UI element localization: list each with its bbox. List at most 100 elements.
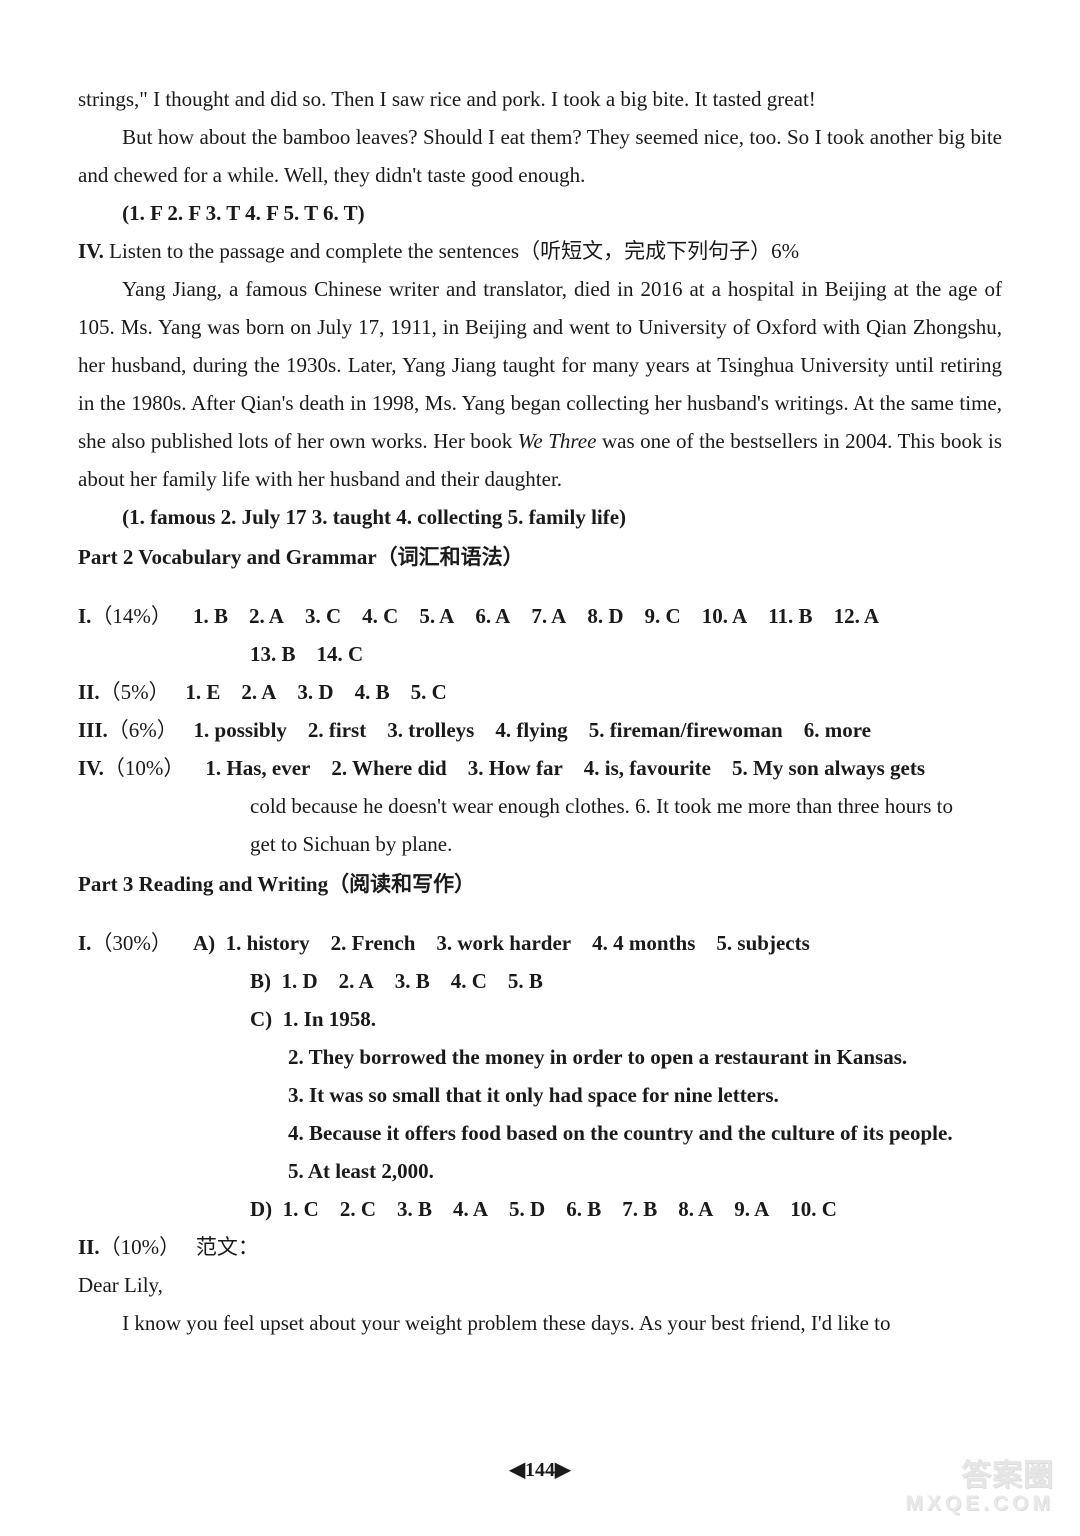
ans: 5. B (508, 969, 543, 993)
ans: 2. C (340, 1197, 376, 1221)
letter-greeting: Dear Lily, (78, 1266, 1002, 1304)
ans: 1. C (283, 1197, 319, 1221)
part3-i-c-row3: 3. It was so small that it only had spac… (78, 1076, 1002, 1114)
part2-iv-row3: get to Sichuan by plane. (78, 825, 1002, 863)
ans: 11. B (768, 604, 812, 628)
part3-i-d-row: D) 1. C 2. C 3. B 4. A 5. D 6. B 7. B 8.… (78, 1190, 1002, 1228)
ans: 5. My son always gets (732, 756, 925, 780)
sentence-continuation: get to Sichuan by plane. (250, 832, 452, 856)
ans: 1. possibly (194, 718, 287, 742)
ans: 4. C (362, 604, 398, 628)
ans: 1. D (282, 969, 318, 993)
ans: 5. fireman/firewoman (589, 718, 783, 742)
ans: 2. French (331, 931, 416, 955)
part2-iii-row: III.（6%） 1. possibly 2. first 3. trolley… (78, 711, 1002, 749)
paragraph: But how about the bamboo leaves? Should … (78, 118, 1002, 194)
page-number: 144 (525, 1459, 555, 1481)
ans: 3. How far (468, 756, 563, 780)
ans: 4. 4 months (592, 931, 695, 955)
answer-key-line: (1. F 2. F 3. T 4. F 5. T 6. T) (78, 194, 1002, 232)
part3-i-c-row4: 4. Because it offers food based on the c… (78, 1114, 1002, 1152)
roman-label: II. (78, 1235, 100, 1259)
roman-label: I. (78, 604, 91, 628)
book-title-italic: We Three (518, 429, 597, 453)
part3-ii-row: II.（10%） 范文： (78, 1228, 1002, 1266)
ans: 5. At least 2,000. (288, 1159, 434, 1183)
ans: 4. B (355, 680, 390, 704)
ans: 3. trolleys (387, 718, 474, 742)
percent-label: （30%） (91, 931, 172, 955)
ans: 1. Has, ever (205, 756, 310, 780)
part2-iv-row2: cold because he doesn't wear enough clot… (78, 787, 1002, 825)
ans: 5. subjects (716, 931, 809, 955)
ans: 2. They borrowed the money in order to o… (288, 1045, 907, 1069)
percent-label: （10%） (104, 756, 185, 780)
watermark-line2: MXQE.COM (905, 1490, 1054, 1518)
document-page: strings," I thought and did so. Then I s… (0, 0, 1080, 1536)
ans: 5. C (411, 680, 447, 704)
ans: 10. A (702, 604, 748, 628)
watermark-line1: 答案圈 (905, 1462, 1054, 1490)
roman-label: II. (78, 680, 100, 704)
ans: 1. history (226, 931, 310, 955)
ans: 9. C (645, 604, 681, 628)
sub-label: D) (250, 1197, 272, 1221)
percent-label: （14%） (91, 604, 172, 628)
percent-label: （5%） (100, 680, 170, 704)
ans: 5. D (509, 1197, 545, 1221)
watermark: 答案圈 MXQE.COM (905, 1462, 1054, 1518)
roman-label: I. (78, 931, 91, 955)
sample-text-label: 范文： (196, 1235, 259, 1259)
ans: 6. more (804, 718, 871, 742)
ans: 5. A (419, 604, 454, 628)
percent-label: （6%） (108, 718, 178, 742)
part2-ii-row: II.（5%） 1. E 2. A 3. D 4. B 5. C (78, 673, 1002, 711)
part3-heading: Part 3 Reading and Writing（阅读和写作） (78, 865, 1002, 903)
part2-heading: Part 2 Vocabulary and Grammar（词汇和语法） (78, 538, 1002, 576)
ans: 3. work harder (436, 931, 571, 955)
ans: 3. It was so small that it only had spac… (288, 1083, 779, 1107)
roman-label: IV. (78, 239, 104, 263)
ans: 7. B (622, 1197, 657, 1221)
answers-bold: (1. F 2. F 3. T 4. F 5. T 6. T) (122, 201, 365, 225)
ans: 3. D (297, 680, 333, 704)
ans: 2. A (241, 680, 276, 704)
part3-i-c-row1: C) 1. In 1958. (78, 1000, 1002, 1038)
ans: 2. A (339, 969, 374, 993)
ans: 2. first (308, 718, 366, 742)
ans: 4. Because it offers food based on the c… (288, 1121, 953, 1145)
sentence-continuation: cold because he doesn't wear enough clot… (250, 794, 953, 818)
ans: 4. C (451, 969, 487, 993)
ans: 10. C (790, 1197, 837, 1221)
ans: 8. A (678, 1197, 713, 1221)
ans: 4. flying (495, 718, 567, 742)
ans: 4. is, favourite (584, 756, 711, 780)
ans: 2. A (249, 604, 284, 628)
part2-i-row1: I.（14%） 1. B 2. A 3. C 4. C 5. A 6. A 7.… (78, 597, 1002, 635)
paragraph-continuation: strings," I thought and did so. Then I s… (78, 80, 1002, 118)
part3-i-b-row: B) 1. D 2. A 3. B 4. C 5. B (78, 962, 1002, 1000)
ans: 1. B (193, 604, 228, 628)
ans: 8. D (587, 604, 623, 628)
part2-i-row2: 13. B 14. C (78, 635, 1002, 673)
sub-label: B) (250, 969, 271, 993)
ans: 6. B (566, 1197, 601, 1221)
heading-text: Listen to the passage and complete the s… (104, 239, 799, 263)
ans: 3. B (395, 969, 430, 993)
sub-label: A) (193, 931, 215, 955)
ans: 4. A (453, 1197, 488, 1221)
sub-label: C) (250, 1007, 272, 1031)
roman-label: IV. (78, 756, 104, 780)
ans: 7. A (531, 604, 566, 628)
ans: 3. C (305, 604, 341, 628)
ans: 12. A (834, 604, 880, 628)
ans: 14. C (317, 642, 364, 666)
ans: 2. Where did (331, 756, 446, 780)
section-iv-heading: IV. Listen to the passage and complete t… (78, 232, 1002, 270)
ans: 1. In 1958. (283, 1007, 376, 1031)
part2-iv-row1: IV.（10%） 1. Has, ever 2. Where did 3. Ho… (78, 749, 1002, 787)
roman-label: III. (78, 718, 108, 742)
part3-i-c-row5: 5. At least 2,000. (78, 1152, 1002, 1190)
ans: 3. B (397, 1197, 432, 1221)
answer-key-line: (1. famous 2. July 17 3. taught 4. colle… (78, 498, 1002, 536)
